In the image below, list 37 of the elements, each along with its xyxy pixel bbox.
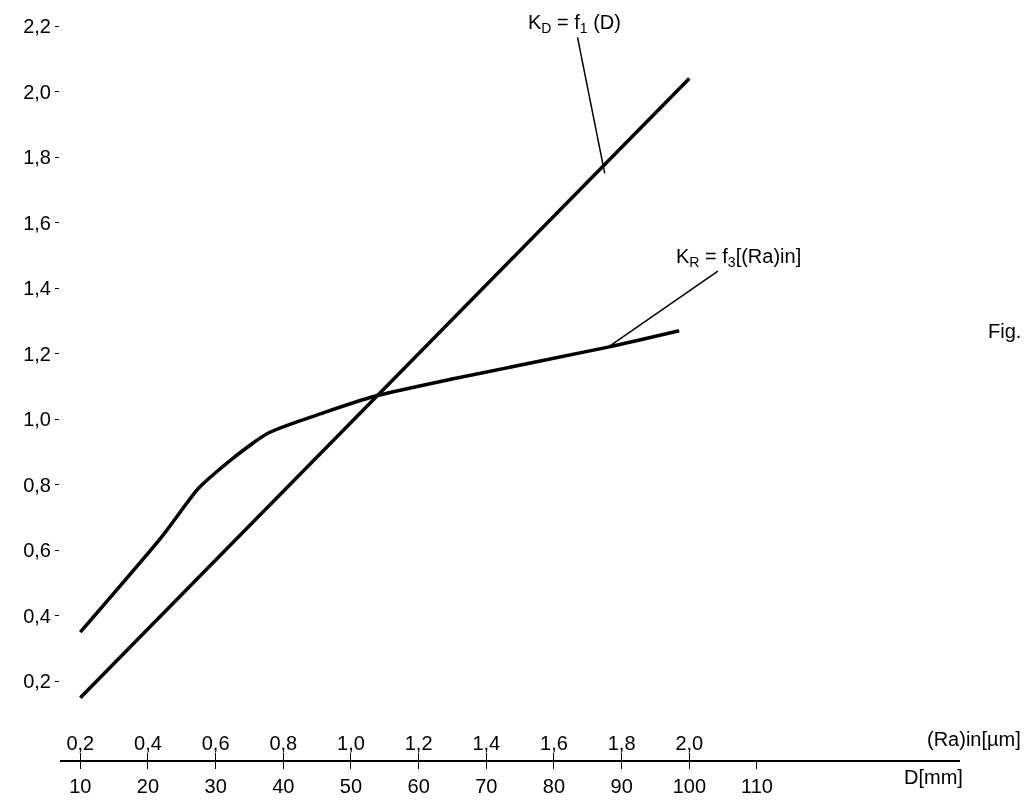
- x-tick-label: 80: [542, 775, 566, 797]
- y-tick-label: 1,8: [23, 146, 51, 169]
- annotation: K$_{R}$ = f$_{3}$[(Ra)in]: [676, 245, 802, 271]
- x2-tick-label: 1,8: [607, 732, 636, 754]
- y-tick-label: 0,6: [23, 539, 51, 562]
- x-tick-label: 20: [136, 775, 160, 797]
- x-tick-label: 70: [475, 775, 498, 797]
- x2-tick-label: 1,4: [472, 732, 501, 754]
- annotation: K$_{D}$ = f$_{1}$ (D): [528, 11, 621, 37]
- x2-axis-title: (Ra)in[µm]: [927, 728, 1021, 750]
- x-axis-title: D[mm]: [904, 766, 963, 788]
- x2-tick-label: 0,4: [134, 732, 162, 754]
- y-tick-label: 1,2: [23, 342, 51, 365]
- x-tick-label: 40: [272, 775, 295, 797]
- y-tick-label: 1,6: [23, 211, 51, 234]
- y-tick-label: 0,4: [23, 604, 51, 627]
- y-tick-label: 1,0: [23, 408, 51, 431]
- x2-tick-label: 0,8: [269, 732, 298, 754]
- x2-tick-label: 0,2: [66, 732, 95, 754]
- x-tick-label: 50: [339, 775, 363, 797]
- x-tick-label: 110: [741, 775, 773, 797]
- x2-tick-label: 1,6: [540, 732, 568, 754]
- y-tick-label: 0,8: [23, 473, 51, 496]
- y-tick-label: 2,2: [23, 15, 51, 37]
- x-tick-label: 30: [204, 775, 227, 797]
- x-tick-label: 60: [407, 775, 430, 797]
- text: Fig.: [988, 320, 1022, 342]
- y-tick-label: 1,4: [23, 277, 51, 300]
- x2-tick-label: 1,0: [337, 732, 365, 754]
- x2-tick-label: 2,0: [675, 732, 704, 754]
- x-tick-label: 10: [69, 775, 92, 797]
- y-tick-label: 2,0: [23, 80, 51, 103]
- x2-tick-label: 1,2: [404, 732, 433, 754]
- x2-tick-label: 0,6: [201, 732, 230, 754]
- x-tick-label: 90: [610, 775, 633, 797]
- x-tick-label: 100: [672, 775, 707, 797]
- y-tick-label: 0,2: [23, 670, 51, 693]
